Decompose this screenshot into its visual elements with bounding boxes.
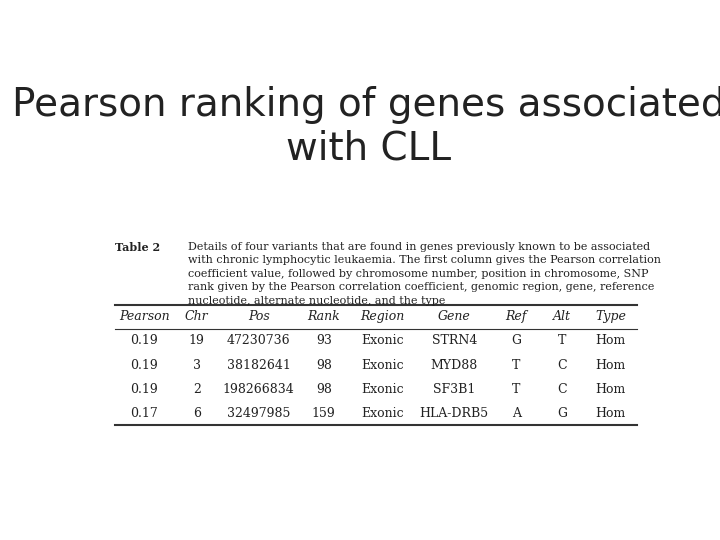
Text: 6: 6 <box>193 407 201 420</box>
Text: Region: Region <box>361 310 405 323</box>
Text: 93: 93 <box>316 334 332 347</box>
Text: Pearson ranking of genes associated
with CLL: Pearson ranking of genes associated with… <box>12 85 720 167</box>
Text: HLA-DRB5: HLA-DRB5 <box>420 407 489 420</box>
Text: 198266834: 198266834 <box>222 383 294 396</box>
Text: 98: 98 <box>316 383 332 396</box>
Text: Exonic: Exonic <box>361 359 404 372</box>
Text: Alt: Alt <box>553 310 571 323</box>
Text: A: A <box>512 407 521 420</box>
Text: 0.19: 0.19 <box>130 359 158 372</box>
Text: Pos: Pos <box>248 310 269 323</box>
Text: 0.17: 0.17 <box>130 407 158 420</box>
Text: Exonic: Exonic <box>361 407 404 420</box>
Text: G: G <box>511 334 521 347</box>
Text: STRN4: STRN4 <box>431 334 477 347</box>
Text: Ref: Ref <box>505 310 527 323</box>
Text: T: T <box>558 334 566 347</box>
Text: 3: 3 <box>193 359 201 372</box>
Text: MYD88: MYD88 <box>431 359 478 372</box>
Text: Hom: Hom <box>595 359 626 372</box>
Text: T: T <box>512 359 521 372</box>
Text: SF3B1: SF3B1 <box>433 383 475 396</box>
Text: Hom: Hom <box>595 383 626 396</box>
Text: 0.19: 0.19 <box>130 334 158 347</box>
Text: 2: 2 <box>193 383 201 396</box>
Text: Gene: Gene <box>438 310 471 323</box>
Text: G: G <box>557 407 567 420</box>
Text: Hom: Hom <box>595 407 626 420</box>
Text: 38182641: 38182641 <box>227 359 291 372</box>
Text: Table 2: Table 2 <box>115 241 161 253</box>
Text: 47230736: 47230736 <box>227 334 290 347</box>
Text: C: C <box>557 359 567 372</box>
Text: C: C <box>557 383 567 396</box>
Text: T: T <box>512 383 521 396</box>
Text: Chr: Chr <box>185 310 209 323</box>
Text: 159: 159 <box>312 407 336 420</box>
Text: Details of four variants that are found in genes previously known to be associat: Details of four variants that are found … <box>188 241 661 306</box>
Text: 32497985: 32497985 <box>227 407 290 420</box>
Text: 98: 98 <box>316 359 332 372</box>
Text: Exonic: Exonic <box>361 334 404 347</box>
Text: 0.19: 0.19 <box>130 383 158 396</box>
Text: 19: 19 <box>189 334 204 347</box>
Text: Hom: Hom <box>595 334 626 347</box>
Text: Rank: Rank <box>307 310 340 323</box>
Text: Exonic: Exonic <box>361 383 404 396</box>
Text: Pearson: Pearson <box>119 310 170 323</box>
Text: Type: Type <box>595 310 626 323</box>
